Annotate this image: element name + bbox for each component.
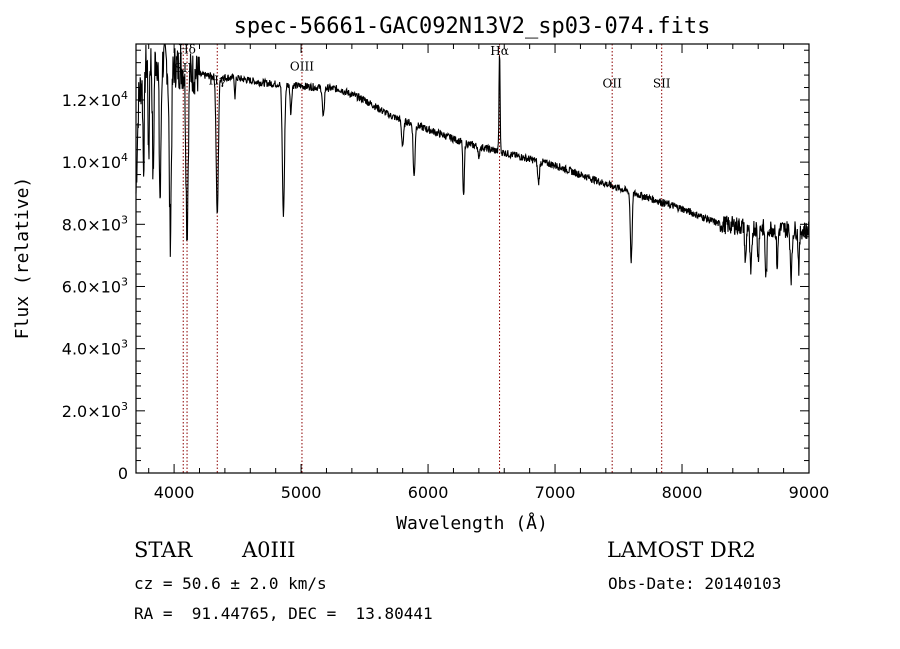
survey-name: LAMOST DR2 (607, 538, 756, 562)
spectral-line-label: Hγ (208, 73, 226, 87)
x-axis-ticks: 4000 5000 6000 7000 8000 9000 (148, 44, 830, 502)
x-tick-label: 9000 (789, 483, 830, 502)
chart-title: spec-56661-GAC092N13V2_sp03-074.fits (234, 14, 711, 39)
y-tick-label: 2.0×103 (62, 400, 128, 421)
y-tick-label: 0 (118, 464, 128, 483)
x-axis-label: Wavelength (Å) (396, 512, 548, 534)
y-tick-label: 1.0×104 (62, 151, 128, 172)
spectral-line-label: SII (174, 61, 192, 75)
object-subclass: A0III (242, 538, 296, 562)
spectral-line-label: OIII (290, 59, 314, 73)
observation-date: Obs-Date: 20140103 (608, 574, 782, 593)
spectral-line-labels: Hδ SII Hγ OIII Hα OII SII (174, 42, 670, 90)
y-tick-label: 8.0×103 (62, 213, 128, 234)
y-tick-label: 1.2×104 (62, 89, 128, 110)
spectral-line-label: Hα (490, 44, 509, 58)
spectral-line-markers (182, 44, 663, 473)
ra-dec: RA = 91.44765, DEC = 13.80441 (134, 604, 433, 623)
y-tick-label: 4.0×103 (62, 338, 128, 359)
spectrum-trace (135, 43, 810, 286)
y-axis-ticks: 0 2.0×103 4.0×103 6.0×103 8.0×103 1.0×104 1.2×… (62, 49, 809, 483)
spectral-line-label: OII (603, 77, 623, 91)
x-tick-label: 5000 (281, 483, 322, 502)
object-type: STAR (134, 538, 193, 562)
spectrum-line (135, 43, 810, 286)
spectral-line-label: SII (653, 77, 671, 91)
x-tick-label: 7000 (535, 483, 576, 502)
x-tick-label: 6000 (408, 483, 449, 502)
x-tick-label: 4000 (154, 483, 195, 502)
x-tick-label: 8000 (662, 483, 703, 502)
spectral-line-label: Hδ (178, 42, 196, 56)
y-tick-label: 6.0×103 (62, 275, 128, 296)
plot-frame (135, 43, 810, 474)
y-axis-label: Flux (relative) (12, 177, 33, 340)
redshift-cz: cz = 50.6 ± 2.0 km/s (134, 574, 327, 593)
